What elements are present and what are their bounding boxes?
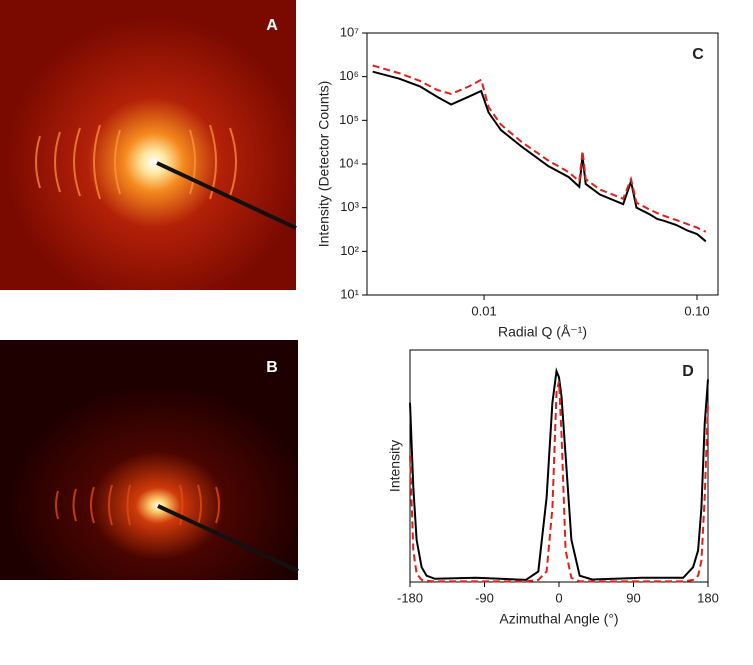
x-axis-label: Azimuthal Angle (°)	[499, 611, 618, 627]
x-tick-label: 90	[626, 590, 640, 605]
image-b: B	[0, 340, 299, 580]
plot-frame	[366, 32, 719, 296]
x-tick-label: 0.01	[471, 303, 496, 318]
panel-label: D	[682, 363, 694, 380]
x-tick-label: 0.10	[684, 303, 709, 318]
y-tick-label: 10³	[340, 199, 359, 214]
image-a: A	[0, 0, 297, 290]
y-tick-label: 10⁵	[339, 112, 359, 127]
y-tick-label: 10⁶	[339, 68, 359, 83]
panel-label: A	[266, 17, 278, 34]
y-axis-label: Intensity (Detector Counts)	[316, 81, 332, 248]
y-tick-label: 10¹	[340, 286, 359, 301]
y-axis-label: Intensity	[387, 440, 403, 492]
x-tick-label: -90	[475, 590, 494, 605]
data-line	[409, 367, 709, 581]
data-line	[372, 70, 707, 243]
panel-label: C	[692, 46, 704, 63]
y-tick-label: 10⁷	[340, 24, 359, 39]
x-axis-label: Radial Q (Å⁻¹)	[498, 324, 587, 340]
x-tick-label: 0	[555, 590, 562, 605]
y-tick-label: 10²	[340, 243, 359, 258]
y-tick-label: 10⁴	[339, 155, 359, 170]
x-tick-label: -180	[397, 590, 423, 605]
panel-label: B	[266, 359, 278, 376]
x-tick-label: 180	[697, 590, 719, 605]
data-line	[409, 381, 709, 583]
data-line	[372, 64, 707, 233]
